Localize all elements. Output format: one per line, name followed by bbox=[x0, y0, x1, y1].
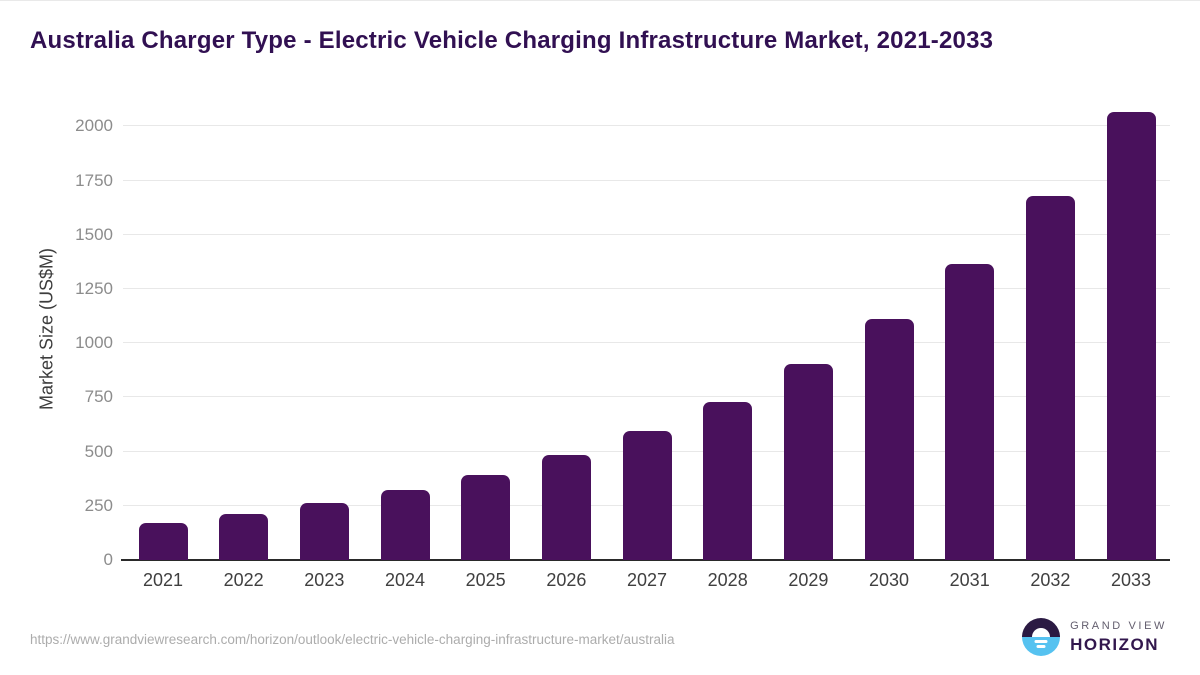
bar-2023 bbox=[299, 502, 349, 560]
x-tick-label-2023: 2023 bbox=[304, 570, 345, 590]
x-tick-label-2027: 2027 bbox=[626, 570, 668, 590]
bar-2033 bbox=[1106, 111, 1156, 560]
gridline-2000 bbox=[123, 125, 1170, 127]
logo-text: GRAND VIEW HORIZON bbox=[1070, 620, 1167, 655]
x-tick-label-2031: 2031 bbox=[949, 570, 990, 590]
logo-product-name: HORIZON bbox=[1070, 634, 1159, 654]
horizon-logo-icon bbox=[1022, 618, 1061, 656]
y-tick-label-2000: 2000 bbox=[75, 116, 113, 136]
y-tick-label-1500: 1500 bbox=[75, 224, 113, 244]
bar-2029 bbox=[783, 364, 833, 560]
logo-brand-name: GRAND VIEW bbox=[1070, 619, 1167, 632]
x-axis-tick-labels: 2021 2022 2023 2024 2025 2026 2027 2028 2029 2030… bbox=[123, 570, 1170, 596]
y-tick-label-750: 750 bbox=[84, 387, 113, 407]
x-tick-label-2029: 2029 bbox=[788, 570, 829, 590]
gridline-1000 bbox=[123, 342, 1170, 344]
logo-sun-shape bbox=[1032, 628, 1051, 637]
y-tick-label-1250: 1250 bbox=[75, 278, 113, 298]
y-tick-label-0: 0 bbox=[103, 550, 113, 569]
y-tick-label-500: 500 bbox=[84, 441, 113, 461]
bar-2026 bbox=[541, 455, 591, 560]
bar-2021 bbox=[138, 523, 188, 560]
source-url: https://www.grandviewresearch.com/horizo… bbox=[30, 632, 675, 647]
gridline-1750 bbox=[123, 179, 1170, 181]
chart-title: Australia Charger Type - Electric Vehicl… bbox=[30, 27, 994, 54]
x-tick-label-2026: 2026 bbox=[546, 570, 587, 590]
x-tick-label-2024: 2024 bbox=[384, 570, 426, 590]
bar-2024 bbox=[380, 490, 430, 560]
gridline-1250 bbox=[123, 287, 1170, 289]
bar-2025 bbox=[461, 474, 511, 560]
bar-2027 bbox=[622, 431, 672, 560]
brand-logo: GRAND VIEW HORIZON bbox=[1022, 618, 1167, 656]
bar-2022 bbox=[219, 514, 269, 560]
plot-area bbox=[121, 97, 1170, 561]
x-tick-label-2032: 2032 bbox=[1030, 570, 1071, 590]
x-tick-label-2022: 2022 bbox=[223, 570, 264, 590]
x-axis-line bbox=[121, 559, 1170, 561]
x-tick-label-2021: 2021 bbox=[142, 570, 184, 590]
logo-reflection-line bbox=[1034, 640, 1048, 643]
y-tick-label-250: 250 bbox=[84, 495, 113, 515]
bar-2032 bbox=[1025, 195, 1075, 560]
bar-2028 bbox=[703, 401, 753, 560]
y-axis-tick-labels: 0 250 500 750 1000 1250 1500 1750 2000 bbox=[25, 97, 113, 569]
x-tick-label-2030: 2030 bbox=[868, 570, 910, 590]
x-tick-label-2028: 2028 bbox=[707, 570, 748, 590]
gridline-750 bbox=[123, 396, 1170, 398]
logo-reflection-line bbox=[1036, 645, 1046, 648]
gridline-1500 bbox=[123, 233, 1170, 235]
y-tick-label-1000: 1000 bbox=[75, 333, 113, 353]
x-tick-label-2025: 2025 bbox=[465, 570, 506, 590]
bar-2030 bbox=[864, 319, 914, 560]
x-tick-label-2033: 2033 bbox=[1111, 570, 1152, 590]
bar-2031 bbox=[945, 263, 995, 560]
y-tick-label-1750: 1750 bbox=[75, 170, 113, 190]
